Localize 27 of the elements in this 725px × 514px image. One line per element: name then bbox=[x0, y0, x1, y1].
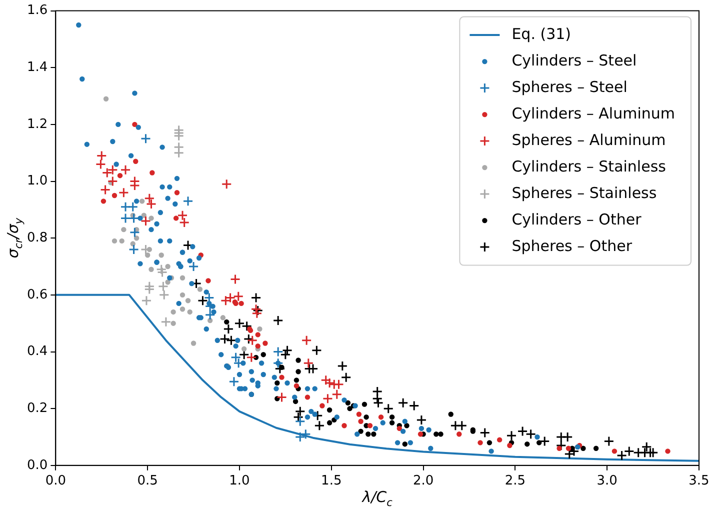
y-tick-label: 1.2 bbox=[26, 116, 48, 132]
legend-label: Spheres – Steel bbox=[512, 78, 628, 96]
legend-label: Cylinders – Steel bbox=[512, 51, 637, 70]
legend-label: Cylinders – Other bbox=[512, 210, 642, 228]
legend-label: Spheres – Stainless bbox=[512, 184, 657, 202]
x-tick-label: 3.0 bbox=[596, 474, 618, 489]
y-tick-label: 0.4 bbox=[26, 344, 48, 360]
y-tick-label: 1.4 bbox=[26, 60, 48, 75]
y-tick-label: 0.0 bbox=[26, 458, 48, 473]
y-tick-label: 0.6 bbox=[26, 287, 48, 302]
x-tick-label: 1.5 bbox=[321, 474, 342, 489]
legend-label: Spheres – Aluminum bbox=[512, 130, 666, 149]
x-tick-label: 3.5 bbox=[688, 474, 710, 489]
y-axis-title: σcr/σy bbox=[4, 217, 25, 258]
y-tick-label: 0.2 bbox=[26, 400, 48, 416]
x-tick-label: 0.0 bbox=[45, 474, 66, 489]
x-tick-label: 2.0 bbox=[412, 474, 434, 489]
legend-label: Spheres – Other bbox=[512, 236, 633, 255]
legend-label: Cylinders – Aluminum bbox=[512, 104, 676, 122]
y-tick-label: 1.0 bbox=[26, 174, 48, 189]
y-tick-label: 0.8 bbox=[26, 230, 48, 246]
x-tick-label: 2.5 bbox=[504, 474, 526, 489]
y-tick-label: 1.6 bbox=[26, 3, 48, 18]
legend-label: Eq. (31) bbox=[512, 24, 572, 43]
legend-label: Cylinders – Stainless bbox=[512, 157, 666, 176]
x-tick-label: 1.0 bbox=[229, 474, 250, 489]
x-tick-label: 0.5 bbox=[137, 474, 158, 489]
